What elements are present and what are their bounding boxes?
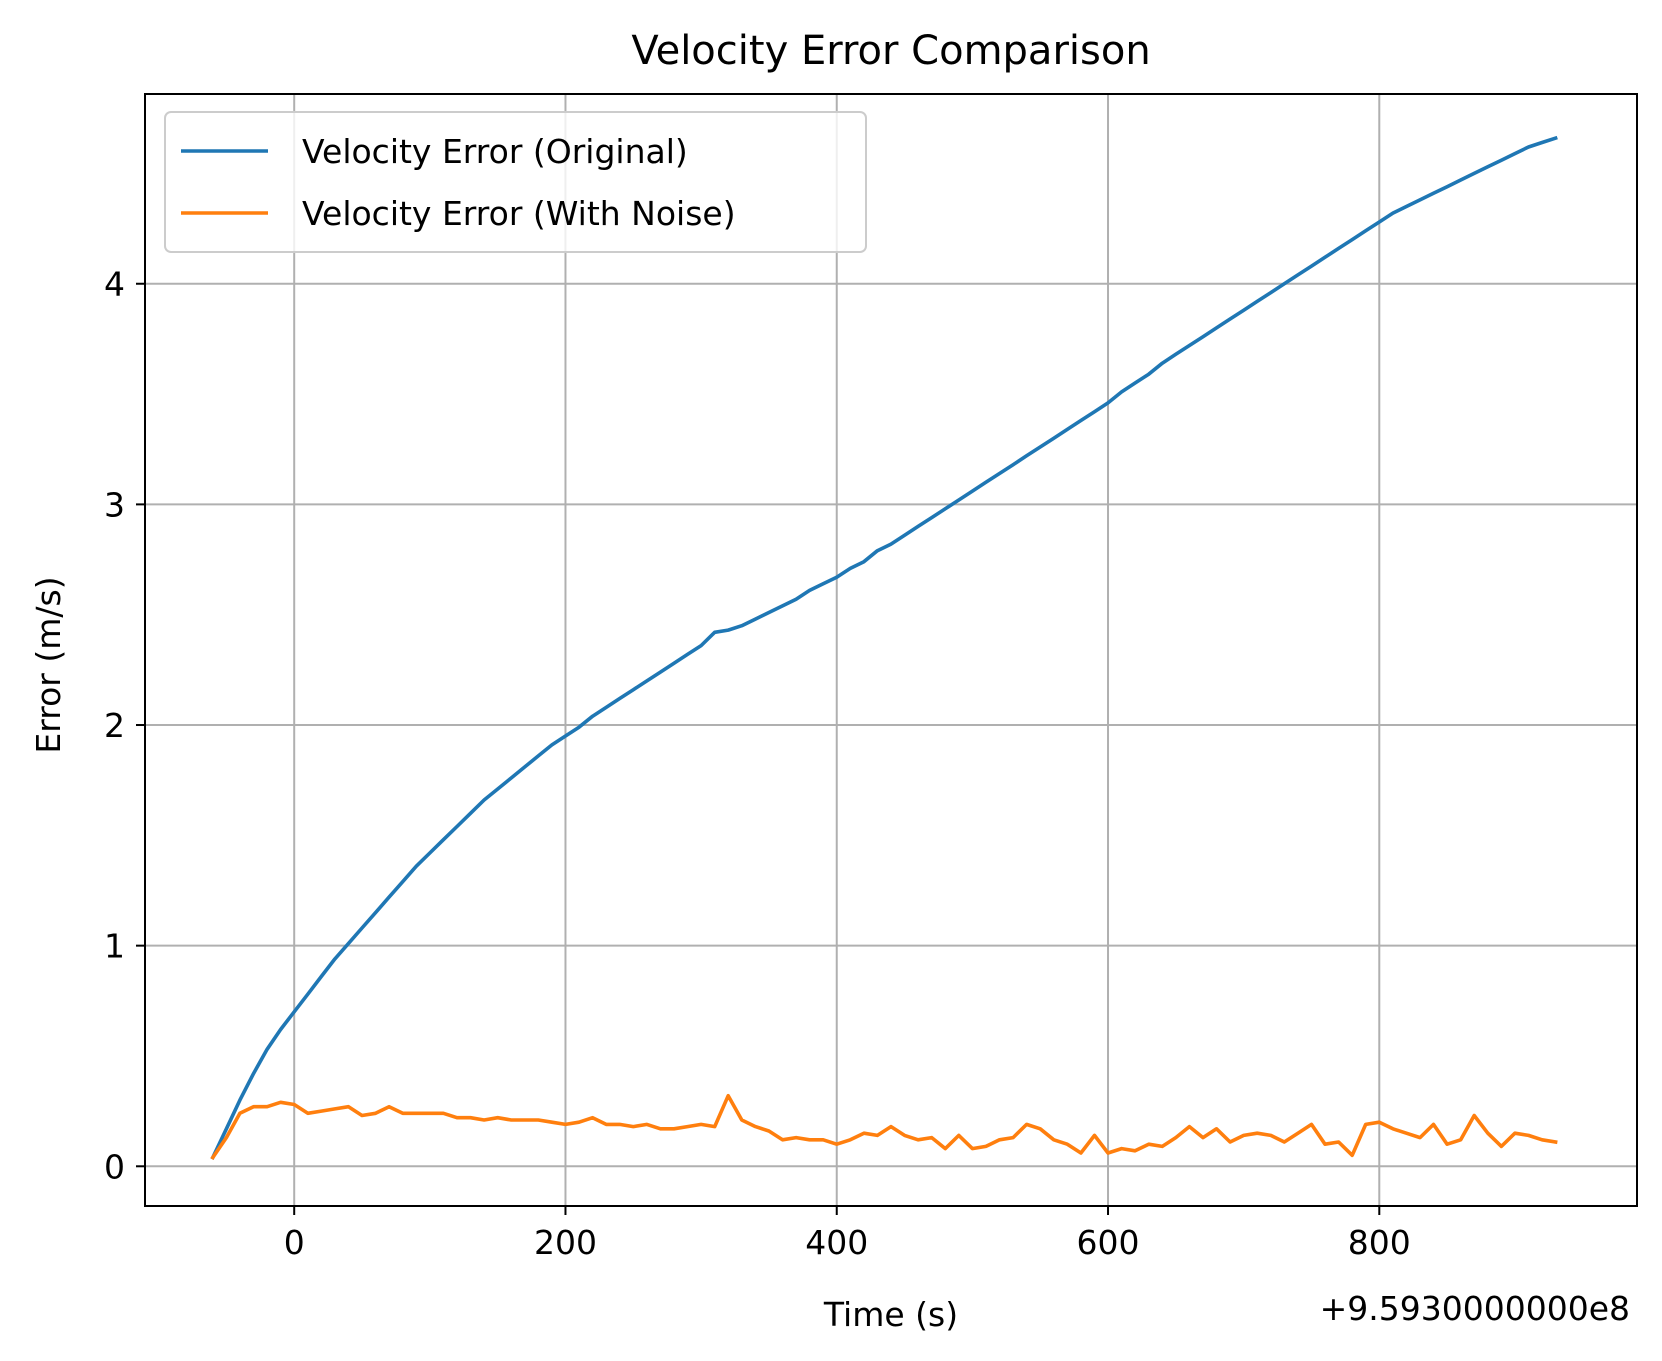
- y-tick-label: 1: [104, 927, 125, 966]
- x-axis-offset-label: +9.5930000000e8: [1320, 1289, 1630, 1328]
- x-tick-label: 800: [1348, 1223, 1411, 1262]
- x-tick-label: 400: [805, 1223, 868, 1262]
- chart-title: Velocity Error Comparison: [631, 28, 1150, 74]
- plot-area-frame: [144, 93, 1638, 1207]
- x-tick-label: 200: [534, 1223, 597, 1262]
- x-tick-label: 0: [284, 1223, 305, 1262]
- x-tick-label: 600: [1077, 1223, 1140, 1262]
- y-tick-label: 3: [104, 485, 125, 524]
- x-axis-label: Time (s): [823, 1295, 958, 1334]
- legend-label: Velocity Error (Original): [302, 132, 688, 171]
- series-lines: [210, 135, 1558, 1161]
- legend: Velocity Error (Original) Velocity Error …: [164, 111, 867, 253]
- y-tick-label: 4: [104, 265, 125, 304]
- legend-label: Velocity Error (With Noise): [302, 194, 736, 233]
- legend-box: [164, 111, 867, 253]
- series-line-with-noise: [210, 1093, 1558, 1161]
- y-tick-label: 0: [104, 1147, 125, 1186]
- grid-lines: [145, 94, 1637, 1206]
- axis-ticks: 0 200 400 600 800 0 1 2 3 4: [104, 265, 1411, 1262]
- y-tick-label: 2: [104, 706, 125, 745]
- y-axis-label: Error (m/s): [29, 576, 68, 753]
- series-line-original: [210, 135, 1558, 1160]
